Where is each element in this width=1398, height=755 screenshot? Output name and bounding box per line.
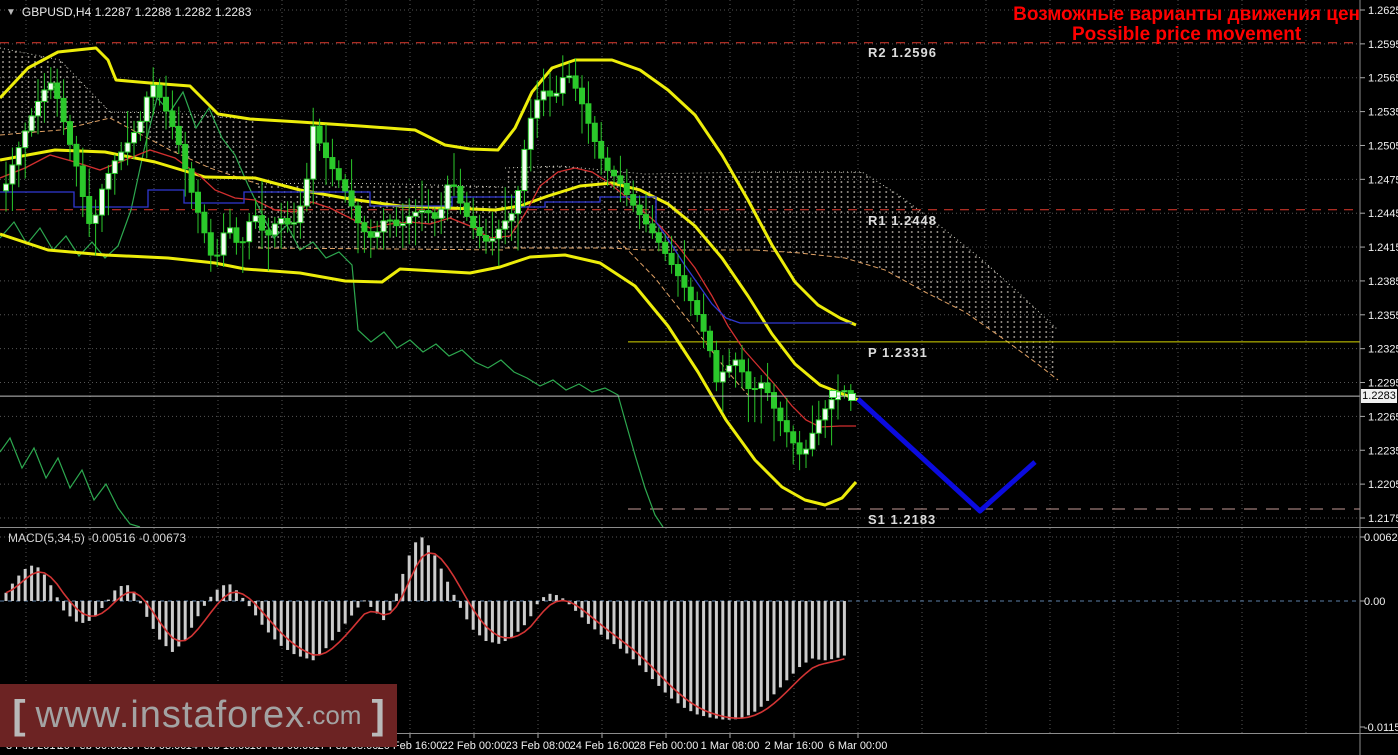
chart-title: GBPUSD,H4 1.2287 1.2288 1.2282 1.2283 bbox=[21, 5, 252, 19]
annotation-line-ru: Возможные варианты движения цен bbox=[1013, 4, 1360, 25]
svg-text:1.2475: 1.2475 bbox=[1368, 174, 1398, 186]
svg-text:2 Mar 16:00: 2 Mar 16:00 bbox=[765, 740, 824, 752]
svg-text:1.2355: 1.2355 bbox=[1368, 310, 1398, 322]
annotation-text-object[interactable]: Возможные варианты движения цен Possible… bbox=[1013, 4, 1360, 45]
price-projection-arrow[interactable] bbox=[856, 397, 1037, 514]
arrow-anchor-handle[interactable] bbox=[848, 393, 856, 401]
bollinger-middle-band bbox=[0, 148, 859, 402]
pivot-label-R2[interactable]: R2 1.2596 bbox=[868, 44, 937, 60]
svg-text:1.2205: 1.2205 bbox=[1368, 479, 1398, 491]
svg-text:28 Feb 00:00: 28 Feb 00:00 bbox=[634, 740, 699, 752]
svg-text:1.2325: 1.2325 bbox=[1368, 344, 1398, 356]
svg-text:1.2385: 1.2385 bbox=[1368, 276, 1398, 288]
svg-text:0.00: 0.00 bbox=[1364, 596, 1385, 608]
svg-text:6 Mar 00:00: 6 Mar 00:00 bbox=[829, 740, 888, 752]
watermark-close-bracket: ] bbox=[371, 693, 385, 737]
chikou-span-line bbox=[0, 90, 664, 527]
svg-text:1.2295: 1.2295 bbox=[1368, 378, 1398, 390]
arrow-anchor-handle[interactable] bbox=[829, 390, 837, 398]
svg-text:24 Feb 16:00: 24 Feb 16:00 bbox=[570, 740, 635, 752]
svg-text:1.2565: 1.2565 bbox=[1368, 73, 1398, 85]
svg-text:1.2175: 1.2175 bbox=[1368, 513, 1398, 525]
candlestick-series bbox=[3, 55, 854, 471]
macd-signal-line bbox=[5, 552, 845, 719]
svg-text:0.00624: 0.00624 bbox=[1364, 532, 1398, 544]
svg-text:-0.01158: -0.01158 bbox=[1364, 722, 1398, 734]
svg-text:1.2445: 1.2445 bbox=[1368, 208, 1398, 220]
pivot-label-S1[interactable]: S1 1.2183 bbox=[868, 511, 937, 527]
svg-text:1.2595: 1.2595 bbox=[1368, 39, 1398, 51]
svg-text:1.2235: 1.2235 bbox=[1368, 445, 1398, 457]
svg-text:1 Mar 08:00: 1 Mar 08:00 bbox=[701, 740, 760, 752]
instaforex-watermark: [ www.instaforex .com ] bbox=[0, 684, 397, 747]
svg-text:1.2535: 1.2535 bbox=[1368, 107, 1398, 119]
pivot-label-R1[interactable]: R1 1.2448 bbox=[868, 212, 937, 228]
aux-green-line bbox=[0, 436, 141, 527]
svg-text:1.2265: 1.2265 bbox=[1368, 411, 1398, 423]
macd-pane bbox=[0, 528, 1360, 733]
macd-indicator-label: MACD(5,34,5) -0.00516 -0.00673 bbox=[8, 531, 187, 545]
pivot-label-P[interactable]: P 1.2331 bbox=[868, 344, 928, 360]
chart-title-bar: ▼ GBPUSD,H4 1.2287 1.2288 1.2282 1.2283 bbox=[6, 5, 251, 19]
cloud-tail-line bbox=[617, 239, 749, 396]
price-axis[interactable]: 1.2625 1.2595 1.2565 1.2535 1.2505 1.2475 1.24… bbox=[1359, 0, 1398, 755]
watermark-open-bracket: [ bbox=[12, 693, 26, 737]
svg-text:1.2505: 1.2505 bbox=[1368, 140, 1398, 152]
watermark-domain: www.instaforex bbox=[35, 694, 306, 736]
macd-histogram bbox=[4, 537, 846, 720]
main-price-pane bbox=[0, 0, 1360, 527]
symbol-dropdown-icon[interactable]: ▼ bbox=[6, 6, 16, 18]
svg-text:1.2415: 1.2415 bbox=[1368, 242, 1398, 254]
svg-text:1.2625: 1.2625 bbox=[1368, 5, 1398, 17]
bollinger-upper-band bbox=[0, 46, 857, 327]
current-price-badge: 1.2283 bbox=[1361, 389, 1397, 403]
grid bbox=[0, 0, 1360, 527]
annotation-line-en: Possible price movement bbox=[1072, 24, 1302, 45]
watermark-tld: .com bbox=[305, 700, 362, 730]
svg-text:22 Feb 00:00: 22 Feb 00:00 bbox=[442, 740, 507, 752]
bollinger-lower-band bbox=[0, 232, 858, 507]
svg-text:23 Feb 08:00: 23 Feb 08:00 bbox=[506, 740, 571, 752]
